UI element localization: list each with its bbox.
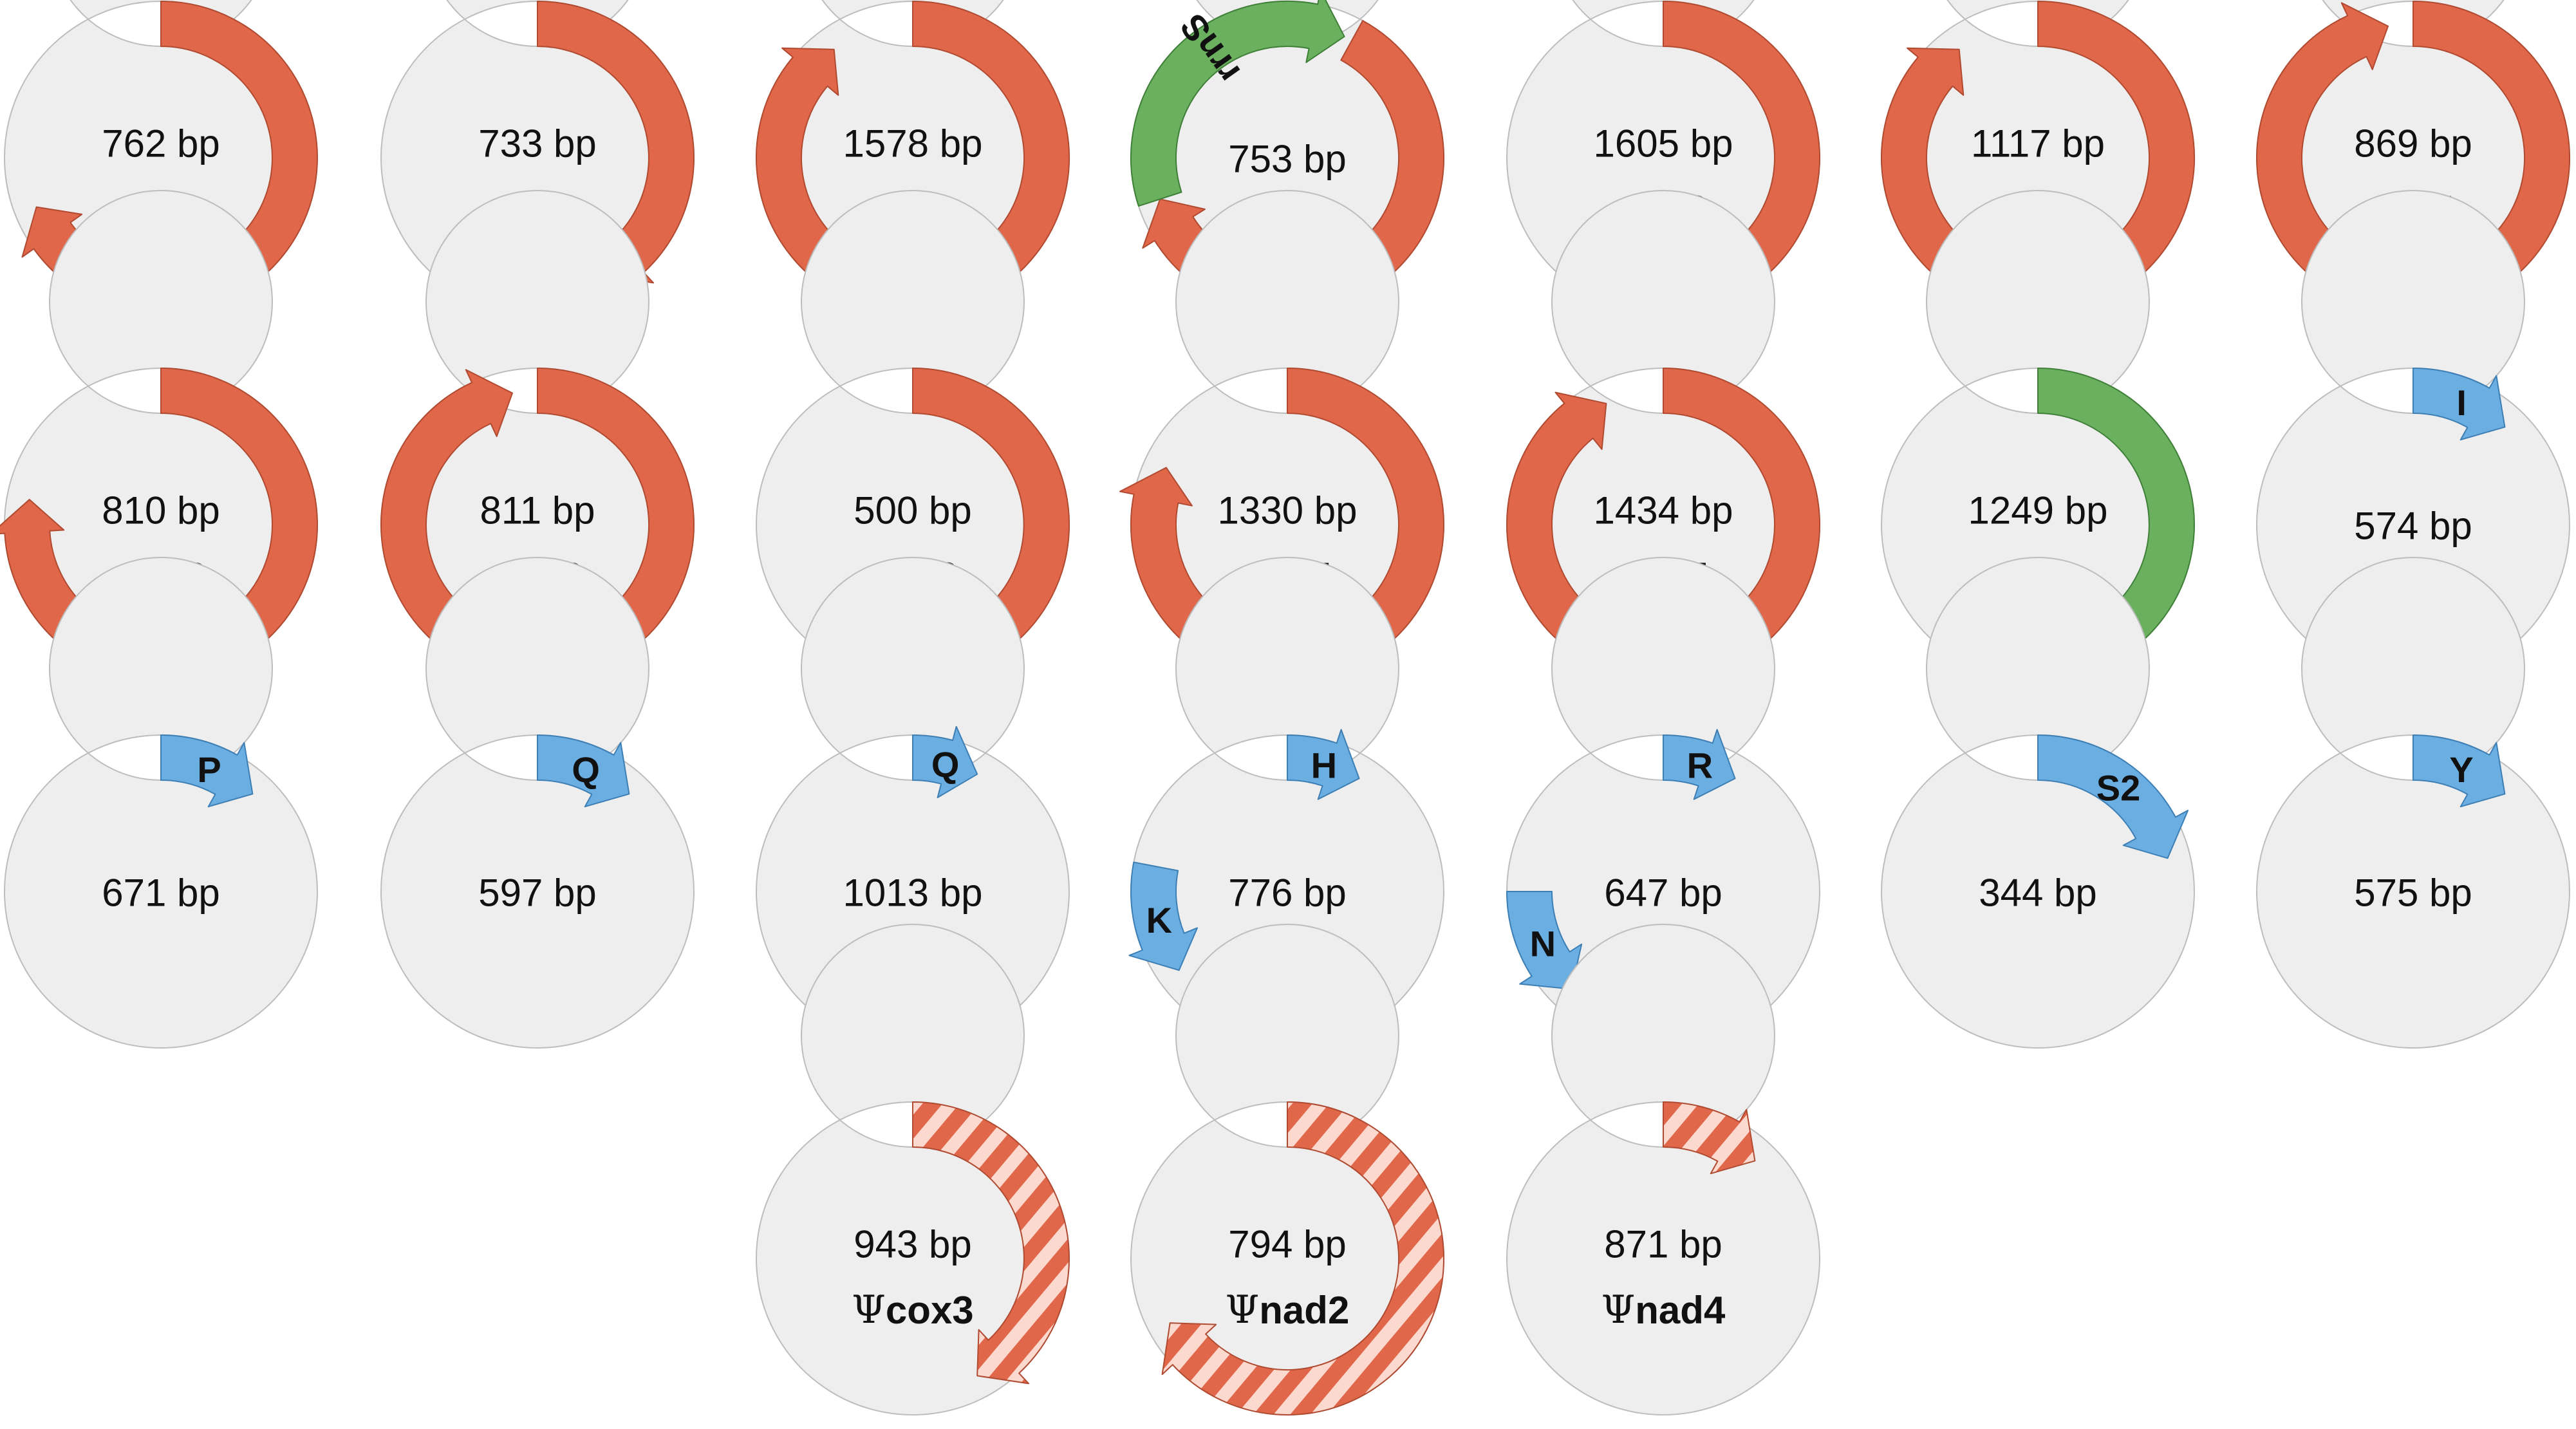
gene-segment-rrna — [1130, 0, 1345, 207]
pseudogene-symbol: Ψ — [852, 1287, 886, 1332]
plasmid-size: 1117 bp — [1971, 122, 2105, 165]
gene-label: N — [1530, 924, 1556, 964]
gene-segment-trna — [912, 725, 978, 798]
plasmid-size: 810 bp — [102, 489, 220, 532]
gene-label: I — [2456, 382, 2467, 423]
plasmid-size: 574 bp — [2354, 505, 2472, 548]
plasmid-p24: 871 bp Ψnad4 — [1506, 924, 1820, 1415]
gene-label: Y — [2449, 749, 2473, 790]
plasmid-p10: 500 bpnad3 — [756, 190, 1070, 696]
gene-label: P — [197, 749, 221, 790]
gene-segment-protein — [1506, 368, 1820, 682]
plasmid-size: 597 bp — [478, 872, 597, 915]
gene-segment-trna — [537, 734, 630, 808]
gene-segment-trna — [2037, 734, 2189, 859]
gene-segment-pseudo — [1161, 1101, 1444, 1415]
gene-label: K — [1146, 900, 1172, 940]
pseudogene-symbol: Ψ — [1226, 1287, 1260, 1332]
gene-segment-trna — [160, 734, 254, 808]
plasmid-size: 871 bp — [1604, 1223, 1722, 1266]
plasmid-size: 733 bp — [478, 122, 597, 165]
gene-segment-trna — [2413, 734, 2506, 808]
plasmid-size: 1249 bp — [1968, 489, 2108, 532]
plasmid-p19: R N 647 bp — [1506, 557, 1820, 1049]
plasmid-ring — [2256, 557, 2570, 1049]
plasmid-size: 869 bp — [2354, 122, 2472, 165]
plasmid-size: 776 bp — [1228, 872, 1347, 915]
plasmid-p23: 794 bp Ψnad2 — [1130, 924, 1444, 1415]
gene-segment-trna — [1128, 861, 1198, 971]
gene-segment-protein — [1881, 1, 2195, 315]
gene-name-text: nad4 — [1635, 1289, 1726, 1332]
plasmid-size: 1605 bp — [1594, 122, 1733, 165]
gene-segment-protein — [2256, 1, 2570, 315]
plasmid-gene-name: Ψnad2 — [1226, 1287, 1350, 1332]
plasmid-size: 762 bp — [102, 122, 220, 165]
gene-segment-pseudo — [912, 1101, 1070, 1385]
plasmid-ring — [1506, 924, 1820, 1415]
gene-label: S2 — [2096, 767, 2141, 808]
plasmid-size: 1013 bp — [843, 872, 983, 915]
gene-segment-pseudo — [1663, 1101, 1756, 1175]
plasmid-size: 344 bp — [1979, 872, 2097, 915]
plasmid-size: 794 bp — [1228, 1223, 1347, 1266]
plasmid-p20: S2 344 bp — [1881, 557, 2195, 1049]
plasmid-ring — [380, 557, 695, 1049]
plasmid-size: 647 bp — [1604, 872, 1722, 915]
gene-label: Q — [572, 749, 600, 790]
plasmid-p16: Q 597 bp — [380, 557, 695, 1049]
plasmid-size: 575 bp — [2354, 872, 2472, 915]
gene-label: Q — [931, 744, 960, 785]
plasmid-p21: Y 575 bp — [2256, 557, 2570, 1049]
gene-label: H — [1311, 745, 1337, 786]
gene-segment-protein — [756, 1, 1070, 315]
gene-segment-trna — [1287, 729, 1360, 800]
plasmid-size: 943 bp — [854, 1223, 972, 1266]
plasmid-gene-name: Ψnad4 — [1601, 1287, 1726, 1332]
plasmid-size: 1330 bp — [1218, 489, 1358, 532]
pseudogene-symbol: Ψ — [1601, 1287, 1636, 1332]
gene-label: R — [1687, 745, 1713, 786]
plasmid-p15: P 671 bp — [4, 557, 318, 1049]
plasmid-p22: 943 bp Ψcox3 — [756, 924, 1070, 1415]
plasmid-gene-name: Ψcox3 — [852, 1287, 973, 1332]
gene-segment-trna — [1663, 729, 1736, 800]
plasmid-ring — [4, 557, 318, 1049]
gene-name-text: nad2 — [1259, 1289, 1349, 1332]
plasmid-size: 1578 bp — [843, 122, 983, 165]
plasmid-size: 671 bp — [102, 872, 220, 915]
gene-name-text: cox3 — [886, 1289, 974, 1332]
plasmid-p14: I 574 bp — [2256, 190, 2570, 682]
plasmid-size: 1434 bp — [1594, 489, 1733, 532]
gene-segment-trna — [2413, 368, 2506, 441]
gene-segment-protein — [380, 368, 695, 682]
plasmid-size: 811 bp — [480, 489, 595, 532]
plasmid-size: 753 bp — [1228, 138, 1347, 181]
plasmid-size: 500 bp — [854, 489, 972, 532]
